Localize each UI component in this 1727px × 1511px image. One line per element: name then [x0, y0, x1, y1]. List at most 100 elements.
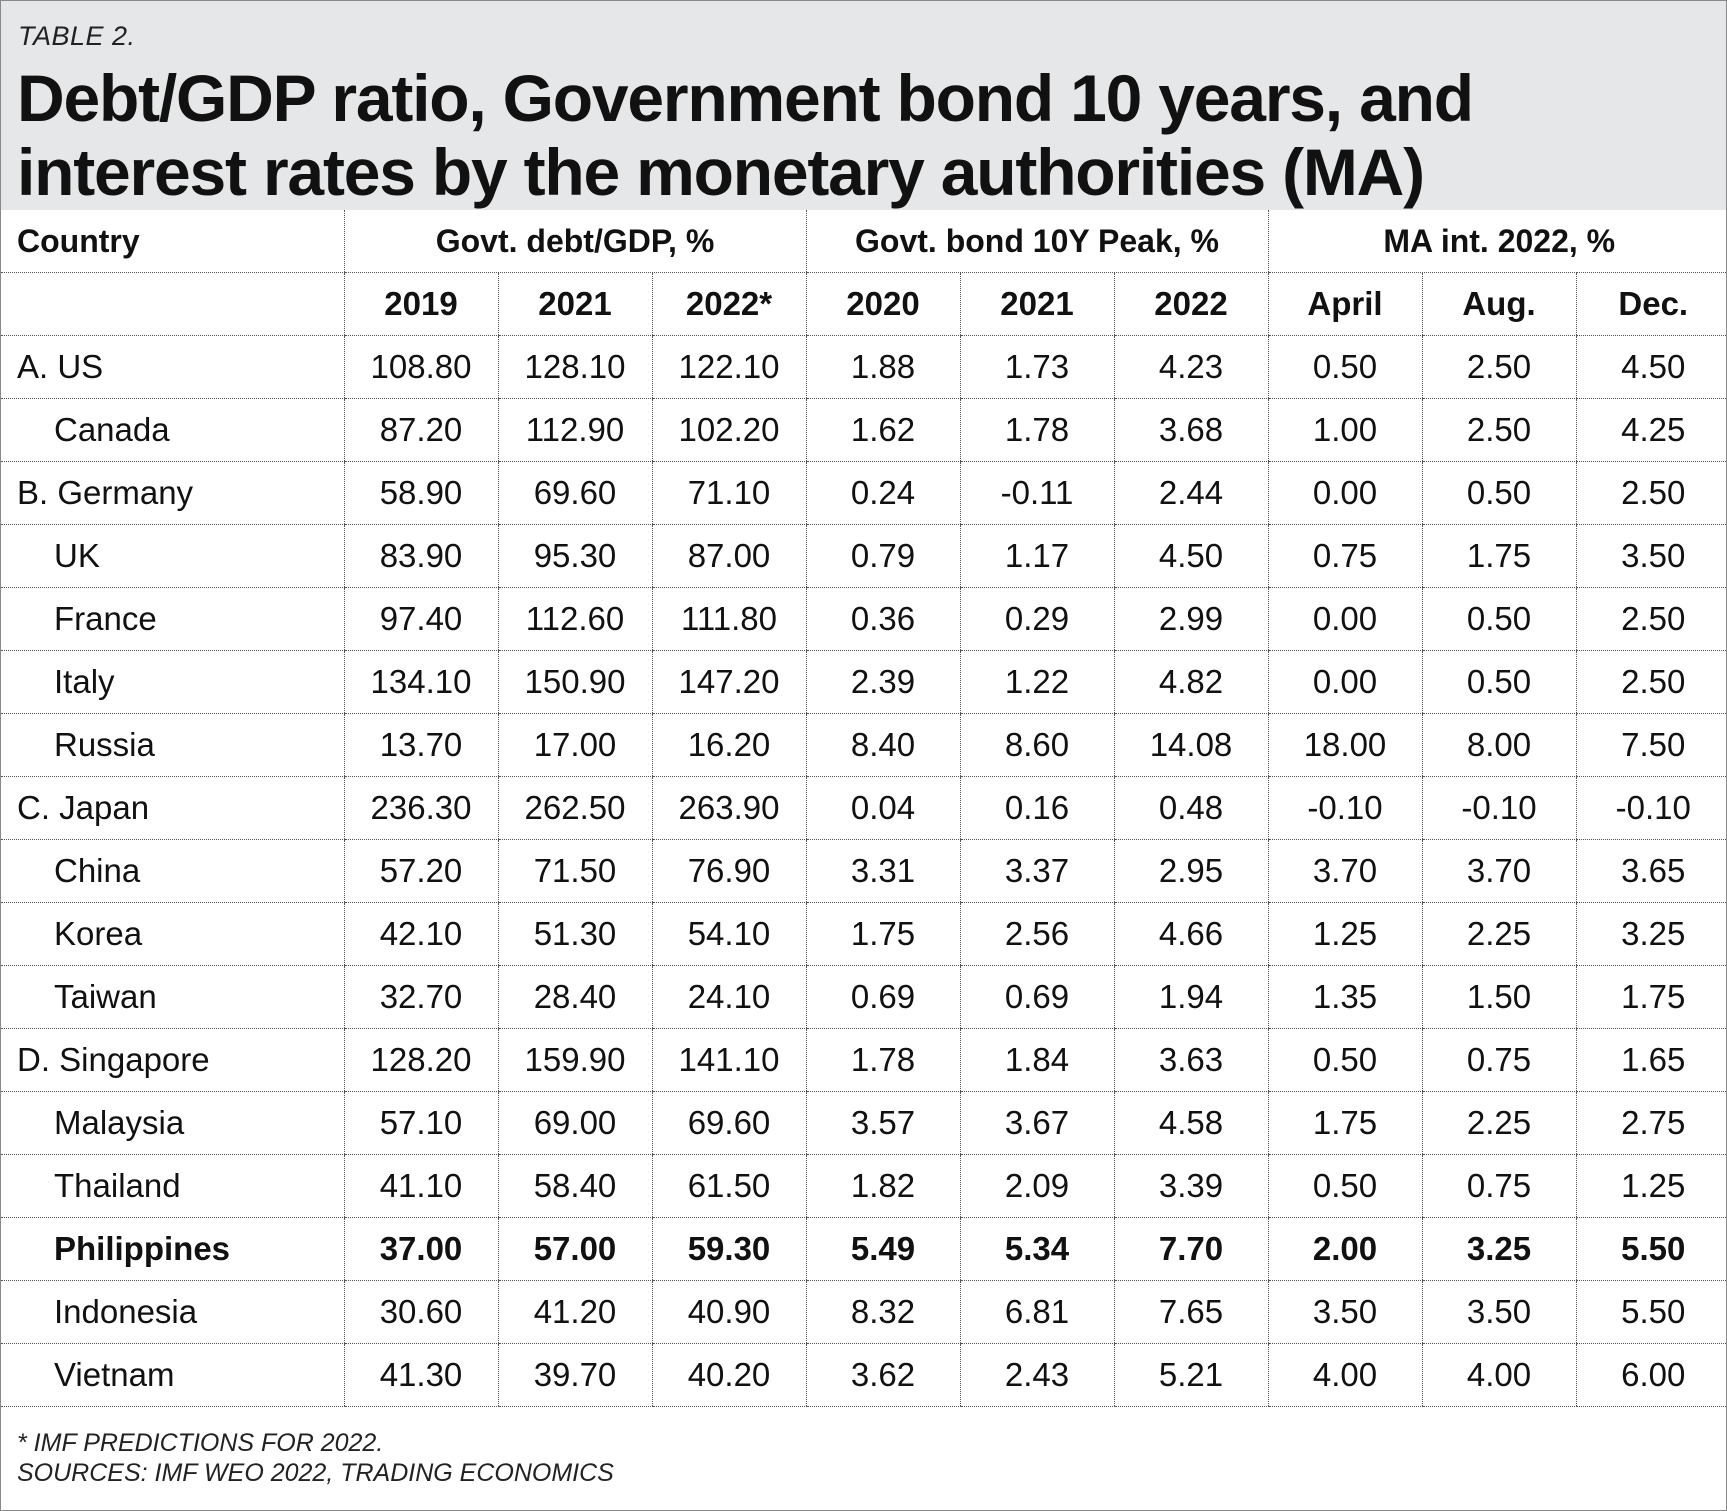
value-cell: 0.50: [1421, 587, 1576, 651]
table-row: C. Japan 236.30 262.50 263.90 0.04 0.16 0.48 -0…: [1, 776, 1727, 840]
value-cell: 2.25: [1421, 902, 1576, 966]
country-cell: France: [1, 587, 344, 651]
value-cell: 3.70: [1421, 839, 1576, 903]
value-cell: 4.58: [1113, 1091, 1268, 1155]
value-cell: 4.66: [1113, 902, 1268, 966]
value-cell: 32.70: [343, 965, 498, 1029]
value-cell: 69.60: [497, 461, 652, 525]
value-cell: 7.70: [1113, 1217, 1268, 1281]
value-cell: 141.10: [651, 1028, 806, 1092]
value-cell: 71.10: [651, 461, 806, 525]
subheader-cell: 2020: [805, 272, 960, 336]
country-cell: Vietnam: [1, 1343, 344, 1407]
value-cell: 87.00: [651, 524, 806, 588]
table-row: A. US 108.80 128.10 122.10 1.88 1.73 4.23 0.50 2…: [1, 335, 1727, 399]
value-cell: 6.81: [959, 1280, 1114, 1344]
value-cell: 3.25: [1575, 902, 1727, 966]
value-cell: 1.17: [959, 524, 1114, 588]
value-cell: 6.00: [1575, 1343, 1727, 1407]
country-cell: Indonesia: [1, 1280, 344, 1344]
table-row: Malaysia 57.10 69.00 69.60 3.57 3.67 4.58 1.75 2…: [1, 1091, 1727, 1155]
value-cell: 41.10: [343, 1154, 498, 1218]
value-cell: 3.62: [805, 1343, 960, 1407]
value-cell: 0.75: [1421, 1028, 1576, 1092]
value-cell: 3.50: [1267, 1280, 1422, 1344]
value-cell: 1.25: [1575, 1154, 1727, 1218]
value-cell: 0.69: [805, 965, 960, 1029]
value-cell: 4.23: [1113, 335, 1268, 399]
value-cell: 40.20: [651, 1343, 806, 1407]
subheader-cell: 2019: [343, 272, 498, 336]
value-cell: 1.50: [1421, 965, 1576, 1029]
value-cell: 37.00: [343, 1217, 498, 1281]
value-cell: 159.90: [497, 1028, 652, 1092]
data-table: Country Govt. debt/GDP, % Govt. bond 10Y…: [1, 210, 1727, 1407]
value-cell: 1.75: [1267, 1091, 1422, 1155]
value-cell: 102.20: [651, 398, 806, 462]
value-cell: 54.10: [651, 902, 806, 966]
value-cell: 0.69: [959, 965, 1114, 1029]
value-cell: 0.50: [1267, 335, 1422, 399]
value-cell: 57.10: [343, 1091, 498, 1155]
value-cell: 2.50: [1575, 650, 1727, 714]
subheader-cell: 2022: [1113, 272, 1268, 336]
value-cell: 2.50: [1421, 398, 1576, 462]
table-label: TABLE 2.: [18, 21, 136, 51]
value-cell: 58.40: [497, 1154, 652, 1218]
country-cell: C. Japan: [1, 776, 344, 840]
value-cell: 7.65: [1113, 1280, 1268, 1344]
value-cell: 2.39: [805, 650, 960, 714]
value-cell: 7.50: [1575, 713, 1727, 777]
value-cell: 112.60: [497, 587, 652, 651]
value-cell: 2.56: [959, 902, 1114, 966]
value-cell: 41.30: [343, 1343, 498, 1407]
value-cell: 40.90: [651, 1280, 806, 1344]
table-row: Canada 87.20 112.90 102.20 1.62 1.78 3.68 1.00 2…: [1, 398, 1727, 462]
value-cell: 128.10: [497, 335, 652, 399]
subheader-cell: 2021: [497, 272, 652, 336]
value-cell: 17.00: [497, 713, 652, 777]
value-cell: -0.10: [1575, 776, 1727, 840]
value-cell: 8.40: [805, 713, 960, 777]
value-cell: 108.80: [343, 335, 498, 399]
value-cell: 1.75: [1421, 524, 1576, 588]
value-cell: 2.99: [1113, 587, 1268, 651]
value-cell: 14.08: [1113, 713, 1268, 777]
value-cell: 0.75: [1267, 524, 1422, 588]
value-cell: 57.00: [497, 1217, 652, 1281]
value-cell: 18.00: [1267, 713, 1422, 777]
value-cell: 2.43: [959, 1343, 1114, 1407]
subheader-cell: 2021: [959, 272, 1114, 336]
value-cell: 0.04: [805, 776, 960, 840]
value-cell: 8.60: [959, 713, 1114, 777]
value-cell: 1.84: [959, 1028, 1114, 1092]
value-cell: 13.70: [343, 713, 498, 777]
value-cell: 3.31: [805, 839, 960, 903]
value-cell: 24.10: [651, 965, 806, 1029]
value-cell: 0.29: [959, 587, 1114, 651]
country-cell: Malaysia: [1, 1091, 344, 1155]
value-cell: 122.10: [651, 335, 806, 399]
value-cell: 1.78: [959, 398, 1114, 462]
country-cell: Philippines: [1, 1217, 344, 1281]
country-cell: Canada: [1, 398, 344, 462]
country-cell: Russia: [1, 713, 344, 777]
footnote-prediction: * IMF PREDICTIONS FOR 2022.: [17, 1429, 384, 1457]
value-cell: 1.88: [805, 335, 960, 399]
value-cell: 0.00: [1267, 461, 1422, 525]
value-cell: 4.25: [1575, 398, 1727, 462]
value-cell: 71.50: [497, 839, 652, 903]
subheader-cell: Aug.: [1421, 272, 1576, 336]
value-cell: 4.00: [1421, 1343, 1576, 1407]
value-cell: 97.40: [343, 587, 498, 651]
footnotes: * IMF PREDICTIONS FOR 2022. SOURCES: IMF…: [17, 1428, 614, 1488]
group-header-bond: Govt. bond 10Y Peak, %: [805, 210, 1268, 273]
table-row: Italy 134.10 150.90 147.20 2.39 1.22 4.82 0.00 0…: [1, 650, 1727, 714]
value-cell: 4.50: [1575, 335, 1727, 399]
value-cell: 76.90: [651, 839, 806, 903]
value-cell: 2.50: [1575, 587, 1727, 651]
value-cell: 1.22: [959, 650, 1114, 714]
value-cell: 3.67: [959, 1091, 1114, 1155]
value-cell: 0.79: [805, 524, 960, 588]
value-cell: 0.48: [1113, 776, 1268, 840]
